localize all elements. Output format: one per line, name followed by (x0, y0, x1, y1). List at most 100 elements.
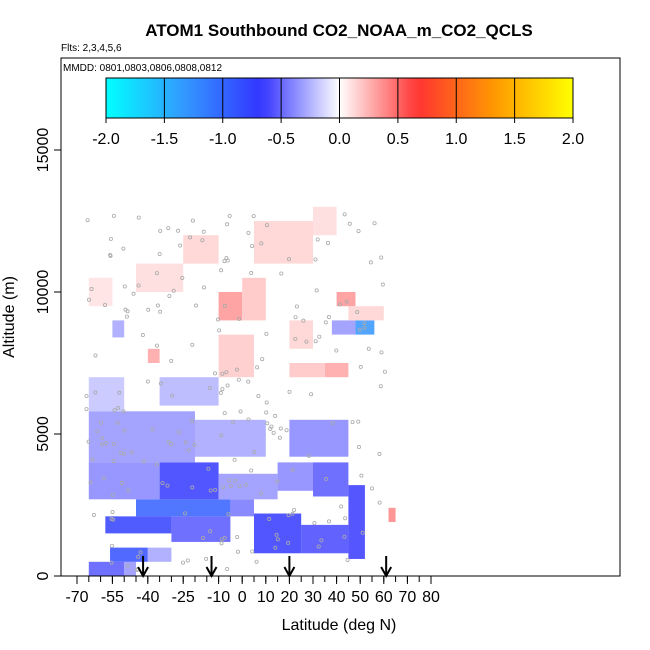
sample-point (226, 512, 231, 517)
sample-point (358, 364, 363, 369)
sample-point (84, 407, 89, 412)
sample-point (154, 271, 159, 276)
colorbar-tick-label: 0.0 (328, 131, 350, 148)
sample-point (186, 448, 191, 453)
heatmap-cell (88, 277, 113, 307)
sample-point (255, 365, 260, 370)
sample-point (138, 550, 143, 555)
sample-point (313, 257, 318, 262)
profile-arrow-head (205, 566, 218, 579)
sample-point (379, 255, 384, 260)
sample-point (284, 428, 289, 433)
heatmap-cell (218, 473, 278, 500)
sample-point (347, 221, 352, 226)
sample-point (359, 473, 364, 478)
sample-point (158, 381, 163, 386)
sample-point (313, 339, 318, 344)
sample-point (194, 303, 199, 308)
sample-point (131, 291, 136, 296)
sample-point (290, 467, 295, 472)
sample-point (275, 537, 280, 542)
sample-point (317, 334, 322, 339)
colorbar-tick-label: 1.5 (504, 131, 526, 148)
sample-point (325, 240, 330, 245)
sample-point (104, 441, 109, 446)
sample-point (155, 303, 160, 308)
sample-point (236, 377, 241, 382)
sample-point (301, 318, 306, 323)
sample-point (89, 286, 94, 291)
colorbar-tick-label: -2.0 (92, 131, 120, 148)
heatmap-cell (147, 348, 160, 363)
sample-point (278, 426, 283, 431)
x-tick-label: 30 (304, 589, 322, 606)
sample-point (218, 390, 223, 395)
sample-point (260, 357, 265, 362)
sample-point (136, 554, 141, 559)
sample-point (326, 519, 331, 524)
sample-point (252, 450, 257, 455)
sample-point (86, 439, 91, 444)
sample-point (181, 560, 186, 565)
sample-point (146, 307, 151, 312)
sample-point (108, 236, 113, 241)
sample-point (176, 228, 181, 233)
sample-point (259, 241, 264, 246)
sample-point (362, 325, 367, 330)
heatmap-cell (218, 292, 243, 321)
sample-point (157, 251, 162, 256)
sample-point (154, 343, 159, 348)
heatmap-cell (289, 363, 325, 378)
sample-point (100, 436, 105, 441)
x-tick-label: -70 (65, 589, 88, 606)
sample-point (355, 310, 360, 315)
sample-point (222, 411, 227, 416)
sample-point (103, 302, 108, 307)
sample-point (182, 511, 187, 516)
heatmap-cell (348, 306, 384, 321)
heatmap-cells (88, 206, 396, 576)
sample-point (264, 331, 269, 336)
sample-point (380, 282, 385, 287)
sample-point (167, 293, 172, 298)
sample-point (119, 450, 124, 455)
profile-arrow-head (380, 566, 393, 579)
sample-point (227, 213, 232, 218)
sample-point (237, 316, 242, 321)
sample-point (111, 459, 116, 464)
sample-point (293, 315, 298, 320)
sample-point (330, 420, 335, 425)
chart-title: ATOM1 Southbound CO2_NOAA_m_CO2_QCLS (145, 21, 533, 40)
sample-point (202, 285, 207, 290)
heatmap-cell (313, 206, 337, 236)
sample-point (112, 408, 117, 413)
sample-point (290, 511, 295, 516)
sample-point (93, 353, 98, 358)
x-tick-label: -55 (101, 589, 124, 606)
x-tick-label: -40 (136, 589, 159, 606)
heatmap-cell (254, 221, 313, 264)
sample-point (126, 488, 131, 493)
sample-point (88, 480, 93, 485)
sample-point (99, 420, 104, 425)
sample-point (264, 223, 269, 228)
heatmap-cell (171, 516, 231, 542)
x-tick-label: 80 (422, 589, 440, 606)
sample-point (379, 350, 384, 355)
sample-point (170, 393, 175, 398)
sample-point (265, 421, 270, 426)
heatmap-cell (136, 499, 231, 517)
sample-point (166, 439, 171, 444)
heatmap-cell (88, 462, 160, 500)
heatmap-cell (88, 411, 195, 463)
colorbar-frame (105, 77, 574, 119)
sample-point (356, 419, 361, 424)
sample-point (344, 299, 349, 304)
sample-point (309, 392, 314, 397)
sample-point (219, 433, 224, 438)
sample-point (356, 445, 361, 450)
sample-point (250, 244, 255, 249)
sample-points (84, 212, 387, 572)
sample-point (90, 457, 95, 462)
sample-point (217, 328, 222, 333)
